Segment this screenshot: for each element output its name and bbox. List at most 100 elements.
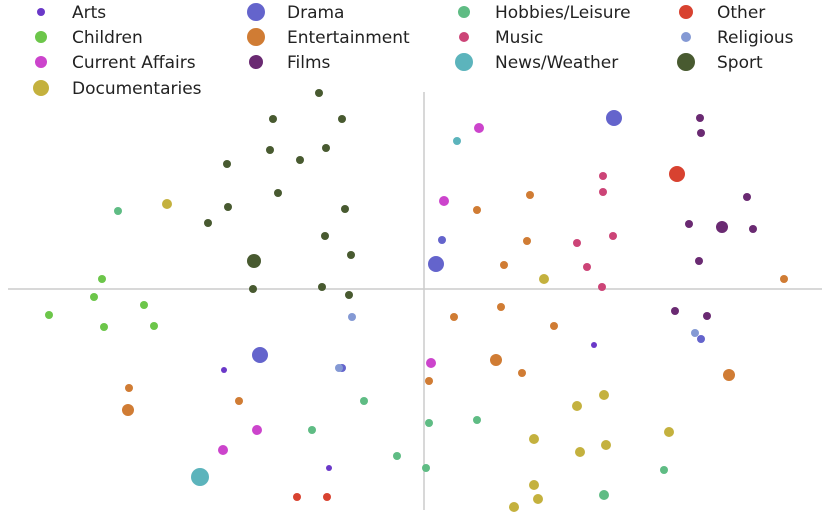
point-sport [223, 160, 231, 168]
point-sport [247, 254, 261, 268]
legend-item-drama: Drama [247, 3, 344, 23]
point-sport [321, 232, 329, 240]
point-children [140, 301, 148, 309]
point-children [98, 275, 106, 283]
legend-item-children: Children [35, 28, 143, 48]
point-documentaries [533, 494, 543, 504]
point-sport [345, 291, 353, 299]
legend-item-sport: Sport [677, 53, 763, 73]
point-hobbies-leisure [422, 464, 430, 472]
point-hobbies-leisure [393, 452, 401, 460]
point-other [669, 166, 685, 182]
point-entertainment [125, 384, 133, 392]
point-entertainment [518, 369, 526, 377]
legend-item-music: Music [459, 28, 543, 48]
point-religious [691, 329, 699, 337]
point-hobbies-leisure [599, 490, 609, 500]
legend-label-hobbies-leisure: Hobbies/Leisure [495, 3, 631, 23]
axes [8, 92, 822, 510]
point-sport [341, 205, 349, 213]
point-films [671, 307, 679, 315]
legend-item-religious: Religious [681, 28, 794, 48]
point-documentaries [599, 390, 609, 400]
legend-label-films: Films [287, 53, 331, 73]
point-films [697, 129, 705, 137]
point-entertainment [425, 377, 433, 385]
point-entertainment [780, 275, 788, 283]
legend-label-children: Children [72, 28, 143, 48]
point-religious [335, 364, 343, 372]
legend-marker-sport [677, 53, 695, 71]
point-current-affairs [252, 425, 262, 435]
point-news-weather [453, 137, 461, 145]
point-current-affairs [426, 358, 436, 368]
point-music [609, 232, 617, 240]
legend-label-current-affairs: Current Affairs [72, 53, 196, 73]
point-documentaries [529, 434, 539, 444]
legend: Arts Children Current Affairs Documentaries… [33, 3, 794, 99]
point-entertainment [450, 313, 458, 321]
legend-item-hobbies-leisure: Hobbies/Leisure [458, 3, 631, 23]
point-films [749, 225, 757, 233]
point-other [293, 493, 301, 501]
point-music [599, 172, 607, 180]
point-documentaries [664, 427, 674, 437]
legend-marker-entertainment [247, 28, 265, 46]
point-current-affairs [218, 445, 228, 455]
point-arts [221, 367, 227, 373]
point-religious [348, 313, 356, 321]
point-children [90, 293, 98, 301]
legend-marker-current-affairs [35, 56, 47, 68]
legend-item-arts: Arts [37, 3, 106, 23]
point-current-affairs [439, 196, 449, 206]
point-entertainment [122, 404, 134, 416]
legend-item-news-weather: News/Weather [455, 53, 618, 73]
point-documentaries [601, 440, 611, 450]
point-films [743, 193, 751, 201]
legend-marker-drama [247, 3, 265, 21]
point-sport [347, 251, 355, 259]
legend-marker-other [679, 5, 693, 19]
point-films [696, 114, 704, 122]
point-documentaries [162, 199, 172, 209]
legend-marker-children [35, 31, 47, 43]
point-entertainment [473, 206, 481, 214]
point-children [45, 311, 53, 319]
point-hobbies-leisure [473, 416, 481, 424]
point-children [150, 322, 158, 330]
point-music [598, 283, 606, 291]
point-entertainment [497, 303, 505, 311]
data-points [45, 89, 788, 512]
point-entertainment [500, 261, 508, 269]
legend-label-music: Music [495, 28, 543, 48]
point-films [703, 312, 711, 320]
point-entertainment [523, 237, 531, 245]
point-documentaries [509, 502, 519, 512]
legend-marker-religious [681, 32, 691, 42]
point-sport [274, 189, 282, 197]
point-sport [322, 144, 330, 152]
point-hobbies-leisure [308, 426, 316, 434]
point-sport [315, 89, 323, 97]
point-films [695, 257, 703, 265]
point-sport [338, 115, 346, 123]
legend-item-documentaries: Documentaries [33, 79, 202, 99]
legend-marker-films [249, 55, 263, 69]
point-sport [249, 285, 257, 293]
point-drama [252, 347, 268, 363]
point-sport [318, 283, 326, 291]
point-films [685, 220, 693, 228]
point-documentaries [539, 274, 549, 284]
point-children [100, 323, 108, 331]
legend-label-drama: Drama [287, 3, 344, 23]
point-drama [438, 236, 446, 244]
legend-marker-hobbies-leisure [458, 6, 470, 18]
point-hobbies-leisure [425, 419, 433, 427]
point-sport [224, 203, 232, 211]
legend-item-entertainment: Entertainment [247, 28, 410, 48]
legend-item-current-affairs: Current Affairs [35, 53, 196, 73]
point-sport [204, 219, 212, 227]
legend-item-other: Other [679, 3, 765, 23]
point-entertainment [526, 191, 534, 199]
legend-label-entertainment: Entertainment [287, 28, 410, 48]
